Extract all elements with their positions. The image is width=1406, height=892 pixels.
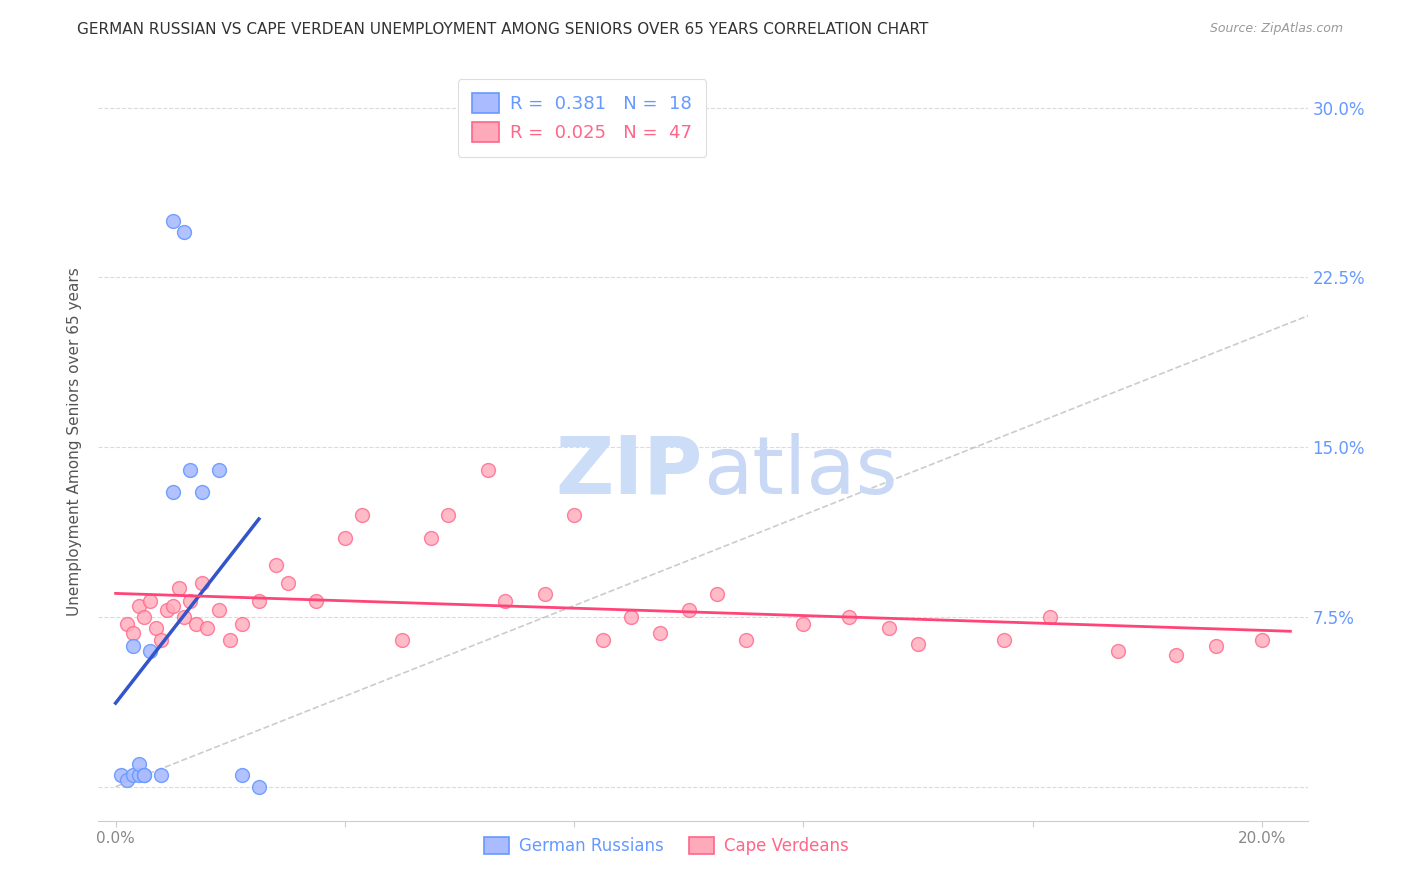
Point <box>179 594 201 608</box>
Text: GERMAN RUSSIAN VS CAPE VERDEAN UNEMPLOYMENT AMONG SENIORS OVER 65 YEARS CORRELAT: GERMAN RUSSIAN VS CAPE VERDEAN UNEMPLOYM… <box>77 22 929 37</box>
Point <box>648 625 671 640</box>
Point <box>195 621 218 635</box>
Point <box>391 632 413 647</box>
Point <box>208 463 231 477</box>
Point <box>190 576 212 591</box>
Point <box>156 603 179 617</box>
Point <box>305 594 328 608</box>
Point <box>838 610 860 624</box>
Point <box>121 768 143 782</box>
Point <box>162 214 184 228</box>
Point <box>121 640 143 654</box>
Point <box>231 768 253 782</box>
Point <box>907 637 929 651</box>
Text: ZIP: ZIP <box>555 433 703 511</box>
Point <box>592 632 614 647</box>
Point <box>1205 640 1227 654</box>
Point <box>115 772 138 787</box>
Point <box>145 621 167 635</box>
Point <box>173 610 195 624</box>
Point <box>1107 644 1129 658</box>
Point <box>792 616 814 631</box>
Point <box>167 581 190 595</box>
Legend: German Russians, Cape Verdeans: German Russians, Cape Verdeans <box>478 830 856 862</box>
Point <box>128 768 150 782</box>
Point <box>115 616 138 631</box>
Point <box>993 632 1015 647</box>
Point <box>419 531 441 545</box>
Point <box>678 603 700 617</box>
Point <box>162 599 184 613</box>
Point <box>247 594 270 608</box>
Point <box>231 616 253 631</box>
Point <box>477 463 499 477</box>
Text: Source: ZipAtlas.com: Source: ZipAtlas.com <box>1209 22 1343 36</box>
Point <box>128 599 150 613</box>
Point <box>139 644 162 658</box>
Point <box>190 485 212 500</box>
Point <box>173 225 195 239</box>
Point <box>877 621 900 635</box>
Point <box>620 610 643 624</box>
Point <box>333 531 356 545</box>
Point <box>184 616 207 631</box>
Point <box>706 587 728 601</box>
Point <box>134 610 156 624</box>
Point <box>1250 632 1272 647</box>
Point <box>179 463 201 477</box>
Point <box>437 508 460 522</box>
Point <box>562 508 585 522</box>
Point <box>247 780 270 794</box>
Point <box>110 768 132 782</box>
Point <box>277 576 299 591</box>
Point <box>350 508 373 522</box>
Point <box>121 625 143 640</box>
Point <box>134 768 156 782</box>
Point <box>128 757 150 772</box>
Point <box>534 587 557 601</box>
Point <box>208 603 231 617</box>
Point <box>1164 648 1187 663</box>
Point <box>162 485 184 500</box>
Point <box>150 632 173 647</box>
Point <box>134 768 156 782</box>
Point <box>139 594 162 608</box>
Point <box>264 558 287 572</box>
Point <box>219 632 242 647</box>
Point <box>735 632 758 647</box>
Y-axis label: Unemployment Among Seniors over 65 years: Unemployment Among Seniors over 65 years <box>67 268 83 615</box>
Text: atlas: atlas <box>703 433 897 511</box>
Point <box>150 768 173 782</box>
Point <box>1039 610 1062 624</box>
Point <box>494 594 516 608</box>
